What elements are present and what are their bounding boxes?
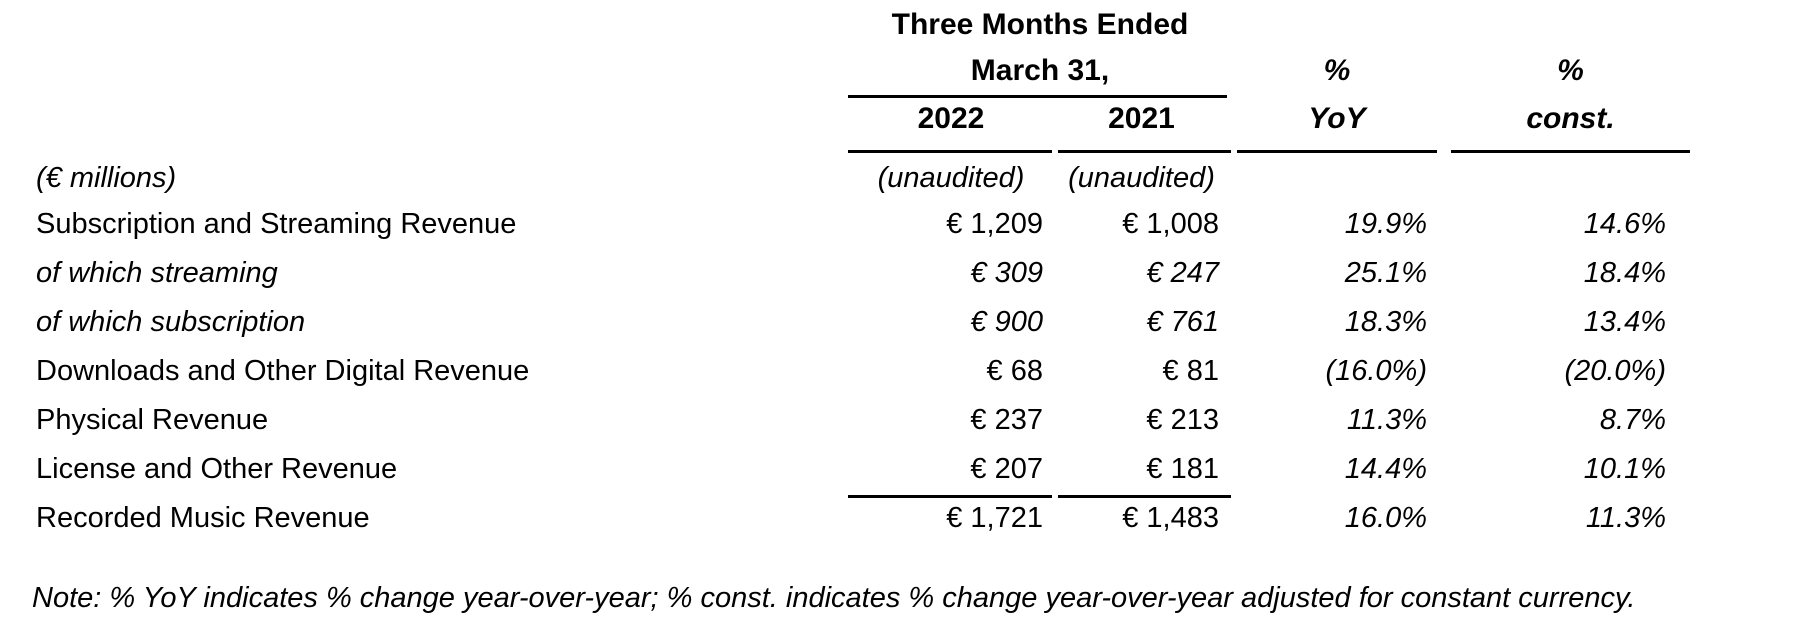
value-yoy: 25.1%	[1344, 257, 1427, 289]
pct-yoy-symbol: %	[1323, 54, 1351, 87]
row-label: Downloads and Other Digital Revenue	[36, 355, 530, 387]
table-row-of-which-subscription: of which subscription € 900 € 761 18.3% …	[0, 298, 1812, 347]
column-header-2022: 2022	[917, 102, 985, 135]
unaudited-2022-label: (unaudited)	[877, 161, 1025, 194]
unaudited-2021-label: (unaudited)	[1068, 161, 1215, 194]
rule-under-yoy	[1237, 150, 1437, 153]
value-2022: € 900	[970, 306, 1043, 338]
value-const: 14.6%	[1583, 208, 1666, 240]
table-row-downloads-digital: Downloads and Other Digital Revenue € 68…	[0, 347, 1812, 396]
units-row: (€ millions) (unaudited) (unaudited)	[0, 156, 1812, 200]
row-label: of which subscription	[36, 306, 306, 338]
rule-under-2022	[848, 150, 1052, 153]
rule-under-const	[1451, 150, 1690, 153]
value-2022: € 68	[986, 355, 1043, 387]
value-const: 13.4%	[1583, 306, 1666, 338]
row-label: Recorded Music Revenue	[36, 502, 370, 534]
column-header-2021: 2021	[1108, 102, 1175, 135]
row-label: of which streaming	[36, 257, 278, 289]
value-yoy: 19.9%	[1344, 208, 1427, 240]
value-const: (20.0%)	[1564, 355, 1666, 387]
period-header-line1: Three Months Ended	[891, 8, 1189, 41]
value-2022: € 1,209	[946, 208, 1043, 240]
table-row-recorded-music-total: Recorded Music Revenue € 1,721 € 1,483 1…	[0, 494, 1812, 543]
value-yoy: 14.4%	[1344, 453, 1427, 485]
pct-const-symbol: %	[1557, 54, 1584, 87]
value-2021: € 247	[1146, 257, 1219, 289]
value-2022: € 1,721	[946, 502, 1043, 534]
value-const: 11.3%	[1585, 502, 1666, 534]
period-header-line2: March 31,	[970, 54, 1110, 87]
value-2021: € 1,008	[1122, 208, 1219, 240]
value-const: 10.1%	[1583, 453, 1666, 485]
value-yoy: (16.0%)	[1325, 355, 1427, 387]
footnote: Note: % YoY indicates % change year-over…	[32, 582, 1636, 614]
value-const: 18.4%	[1583, 257, 1666, 289]
table-row-license-other: License and Other Revenue € 207 € 181 14…	[0, 445, 1812, 494]
period-header-rule	[848, 95, 1227, 98]
row-label: Subscription and Streaming Revenue	[36, 208, 517, 240]
table-row-physical: Physical Revenue € 237 € 213 11.3% 8.7%	[0, 396, 1812, 445]
value-2021: € 213	[1146, 404, 1219, 436]
total-rule-2022	[848, 495, 1052, 498]
value-2021: € 81	[1162, 355, 1219, 387]
units-label: (€ millions)	[36, 161, 177, 194]
value-yoy: 16.0%	[1344, 502, 1427, 534]
table-row-of-which-streaming: of which streaming € 309 € 247 25.1% 18.…	[0, 249, 1812, 298]
row-label: License and Other Revenue	[36, 453, 398, 485]
column-header-const: const.	[1526, 102, 1615, 135]
row-label: Physical Revenue	[36, 404, 269, 436]
value-yoy: 11.3%	[1346, 404, 1427, 436]
value-const: 8.7%	[1599, 404, 1666, 436]
table-body: Subscription and Streaming Revenue € 1,2…	[0, 200, 1812, 543]
column-header-yoy: YoY	[1308, 102, 1366, 135]
value-2021: € 181	[1146, 453, 1219, 485]
value-2021: € 1,483	[1122, 502, 1219, 534]
value-2022: € 237	[970, 404, 1043, 436]
value-2022: € 207	[970, 453, 1043, 485]
value-2021: € 761	[1146, 306, 1219, 338]
table-row-subscription-streaming: Subscription and Streaming Revenue € 1,2…	[0, 200, 1812, 249]
total-rule-2021	[1058, 495, 1231, 498]
rule-under-2021	[1058, 150, 1231, 153]
value-yoy: 18.3%	[1344, 306, 1427, 338]
value-2022: € 309	[970, 257, 1043, 289]
